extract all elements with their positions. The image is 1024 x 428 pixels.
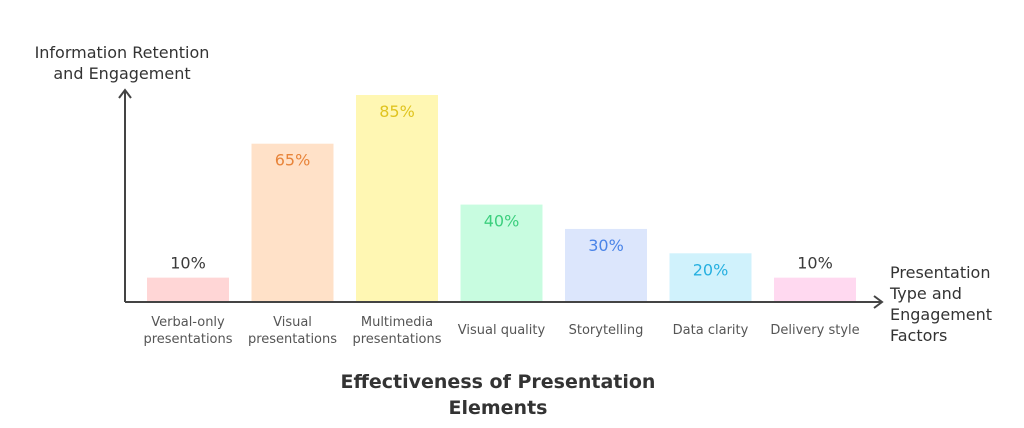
x-tick-label: Multimedia presentations (352, 315, 441, 347)
bar (774, 277, 856, 302)
data-label: 10% (170, 254, 206, 273)
bar (669, 253, 752, 302)
x-tick-label: Delivery style (770, 323, 859, 338)
bar (565, 228, 647, 302)
data-label: 65% (275, 151, 311, 170)
y-axis-arrow (118, 88, 132, 99)
data-label: 10% (797, 254, 833, 273)
x-axis-arrow (873, 295, 884, 309)
x-tick-label: Visual quality (458, 323, 546, 338)
data-label: 85% (379, 102, 415, 121)
chart-title: Effectiveness of Presentation Elements (341, 371, 656, 419)
x-axis-label: Presentation Type and Engagement Factors (889, 263, 992, 345)
bars: 10% Verbal-only presentations 65% Visual pres… (143, 95, 860, 347)
x-tick-label: Storytelling (569, 323, 644, 338)
bar (251, 143, 334, 302)
data-label: 20% (693, 260, 729, 279)
y-axis-label: Information Retention and Engagement (35, 43, 210, 83)
bar (356, 95, 438, 302)
x-tick-label: Data clarity (673, 323, 749, 338)
x-tick-label: Visual presentations (248, 315, 337, 347)
data-label: 30% (588, 236, 624, 255)
bar (460, 204, 543, 302)
data-label: 40% (484, 212, 520, 231)
bar (147, 277, 229, 302)
x-tick-label: Verbal-only presentations (143, 315, 232, 347)
